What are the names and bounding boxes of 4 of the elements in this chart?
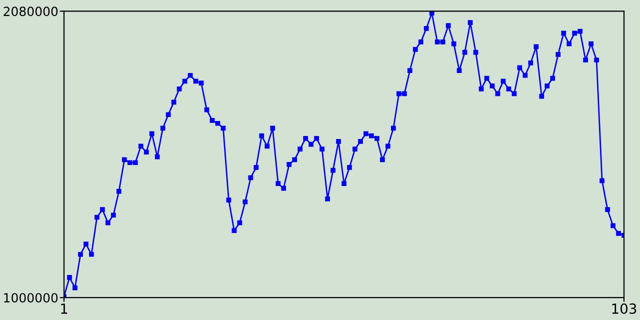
x-tick-label: 1 [61,304,68,314]
y-tick-label: 1000000 [4,293,58,303]
y-tick-label: 2080000 [4,6,58,16]
x-tick-label: 103 [612,303,636,314]
